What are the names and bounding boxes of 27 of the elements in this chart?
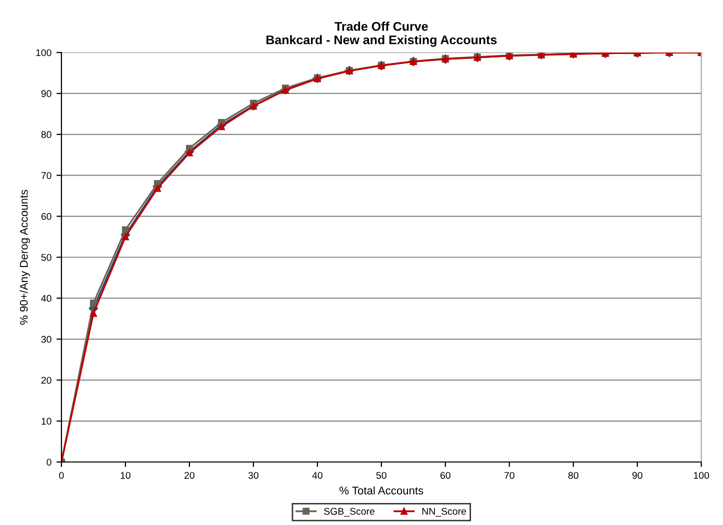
y-tick-label: 70 xyxy=(41,172,52,179)
x-tick-label: 30 xyxy=(248,472,258,479)
y-tick-label: 30 xyxy=(41,336,52,343)
y-tick-label: 60 xyxy=(41,213,52,220)
x-tick-label: 20 xyxy=(184,472,194,479)
y-axis-title: % 90+/Any Derog Accounts xyxy=(20,190,30,325)
x-tick-label: 70 xyxy=(504,472,514,479)
y-tick-label: 50 xyxy=(41,254,52,261)
y-tick-label: 40 xyxy=(41,294,52,302)
y-tick-label: 100 xyxy=(36,49,52,56)
x-tick-label: 50 xyxy=(376,472,386,479)
x-tick-label: 10 xyxy=(120,472,130,479)
x-tick-label: 40 xyxy=(312,472,322,479)
y-tick-label: 0 xyxy=(46,458,52,466)
y-tick-label: 10 xyxy=(42,418,52,425)
y-tick-label: 90 xyxy=(41,90,52,98)
y-tick-label: 20 xyxy=(41,376,52,384)
x-tick-label: 90 xyxy=(632,472,642,479)
y-tick-label: 80 xyxy=(41,131,52,138)
x-tick-label: 60 xyxy=(440,472,450,479)
x-axis-title: % Total Accounts xyxy=(340,486,424,494)
x-tick-label: 0 xyxy=(59,472,64,479)
legend-label: NN_Score xyxy=(422,508,466,517)
chart-title: Trade Off Curve Bankcard - New and Existing Accounts xyxy=(266,22,497,47)
x-tick-label: 80 xyxy=(568,472,578,479)
legend-label: SGB_Score xyxy=(324,508,374,517)
x-tick-label: 100 xyxy=(694,472,710,479)
